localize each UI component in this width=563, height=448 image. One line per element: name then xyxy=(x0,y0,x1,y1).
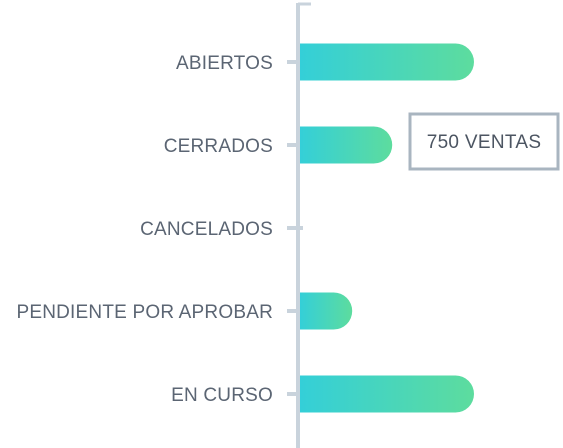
bar-pendiente-por-aprobar[interactable] xyxy=(300,292,353,330)
category-label-en-curso: EN CURSO xyxy=(171,385,273,406)
tooltip-box xyxy=(408,112,560,171)
bar-en-curso[interactable] xyxy=(300,375,474,413)
category-label-abiertos: ABIERTOS xyxy=(176,53,273,74)
bar-cerrados[interactable] xyxy=(300,126,393,164)
category-label-pendiente-por-aprobar: PENDIENTE POR APROBAR xyxy=(16,302,273,323)
tooltip-label: 750 VENTAS xyxy=(427,132,542,153)
category-label-cerrados: CERRADOS xyxy=(164,136,273,157)
bar-abiertos[interactable] xyxy=(300,43,474,81)
tooltip: 750 VENTAS xyxy=(408,112,560,171)
category-label-cancelados: CANCELADOS xyxy=(140,219,273,240)
